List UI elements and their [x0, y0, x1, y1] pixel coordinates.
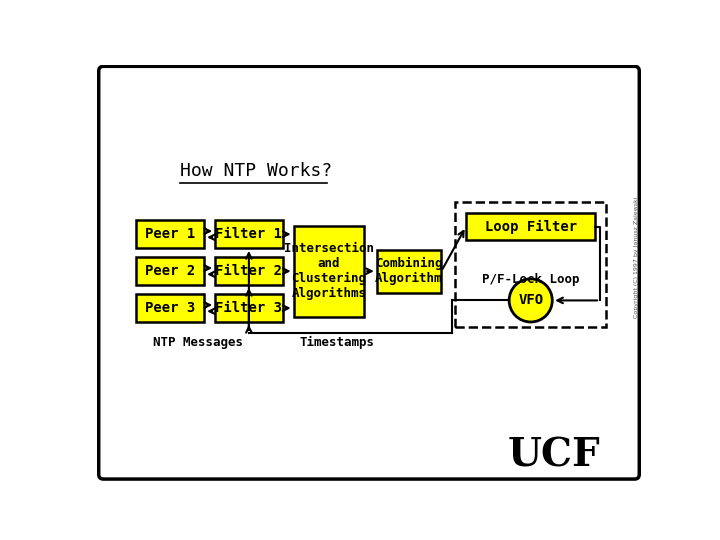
Text: Peer 2: Peer 2 [145, 264, 195, 278]
Text: How NTP Works?: How NTP Works? [180, 163, 333, 180]
Text: Peer 3: Peer 3 [145, 301, 195, 315]
Text: Peer 1: Peer 1 [145, 227, 195, 241]
FancyBboxPatch shape [99, 66, 639, 479]
FancyBboxPatch shape [215, 257, 283, 285]
FancyBboxPatch shape [137, 294, 204, 322]
FancyBboxPatch shape [466, 213, 595, 240]
Text: Filter 3: Filter 3 [215, 301, 282, 315]
Text: Copyright (C) 1997 by Janusz Zalewski: Copyright (C) 1997 by Janusz Zalewski [634, 197, 639, 318]
Text: Loop Filter: Loop Filter [485, 219, 577, 234]
Text: Combining
Algorithm: Combining Algorithm [375, 257, 443, 285]
FancyBboxPatch shape [377, 249, 441, 293]
Text: P/F-Lock Loop: P/F-Lock Loop [482, 273, 580, 286]
FancyBboxPatch shape [137, 257, 204, 285]
Circle shape [509, 279, 552, 322]
Text: NTP Messages: NTP Messages [153, 336, 243, 349]
Text: Filter 1: Filter 1 [215, 227, 282, 241]
Text: Timestamps: Timestamps [300, 336, 374, 349]
Text: Filter 2: Filter 2 [215, 264, 282, 278]
Text: VFO: VFO [518, 293, 544, 307]
FancyBboxPatch shape [294, 226, 364, 316]
FancyBboxPatch shape [215, 220, 283, 248]
FancyBboxPatch shape [215, 294, 283, 322]
FancyBboxPatch shape [137, 220, 204, 248]
Text: Intersection
and
Clustering
Algorithms: Intersection and Clustering Algorithms [284, 242, 374, 300]
Text: UCF: UCF [508, 437, 600, 475]
